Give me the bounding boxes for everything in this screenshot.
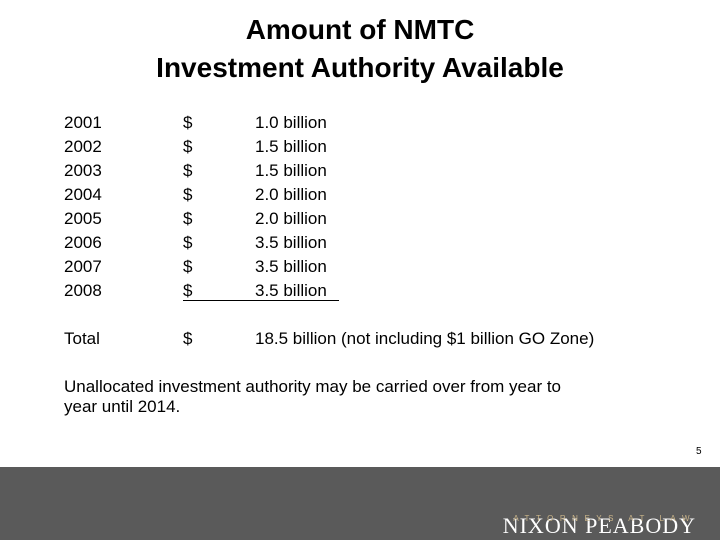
underline	[183, 300, 339, 301]
amount: 3.5 billion	[255, 281, 327, 300]
dollar-sign: $	[183, 257, 193, 276]
dollar-sign: $	[183, 113, 193, 132]
year: Total	[64, 329, 100, 348]
note: Unallocated investment authority may be …	[64, 377, 562, 396]
dollar-sign: $	[183, 329, 193, 348]
amount: 3.5 billion	[255, 233, 327, 252]
dollar-sign: $	[183, 185, 193, 204]
year: 2005	[64, 209, 102, 228]
amount: 2.0 billion	[255, 185, 327, 204]
amount: 2.0 billion	[255, 209, 327, 228]
dollar-sign: $	[183, 281, 193, 300]
dollar-sign: $	[183, 209, 193, 228]
brand: NIXON PEABODY	[502, 513, 696, 538]
tagline: ATTORNEYS AT LAW	[513, 514, 696, 523]
dollar-sign: $	[183, 137, 193, 156]
note: year until 2014.	[64, 397, 181, 416]
footer	[0, 467, 720, 540]
year: 2003	[64, 161, 102, 180]
year: 2001	[64, 113, 102, 132]
year: 2002	[64, 137, 102, 156]
dollar-sign: $	[183, 233, 193, 252]
year: 2008	[64, 281, 102, 300]
amount: 1.5 billion	[255, 161, 327, 180]
page-number: 5	[696, 446, 702, 457]
amount: 3.5 billion	[255, 257, 327, 276]
year: 2006	[64, 233, 102, 252]
year: 2007	[64, 257, 102, 276]
title: Amount of NMTC	[245, 14, 475, 45]
amount: 1.0 billion	[255, 113, 327, 132]
amount: 1.5 billion	[255, 137, 327, 156]
amount: 18.5 billion (not including $1 billion G…	[255, 329, 595, 348]
title: Investment Authority Available	[156, 52, 564, 83]
year: 2004	[64, 185, 102, 204]
dollar-sign: $	[183, 161, 193, 180]
